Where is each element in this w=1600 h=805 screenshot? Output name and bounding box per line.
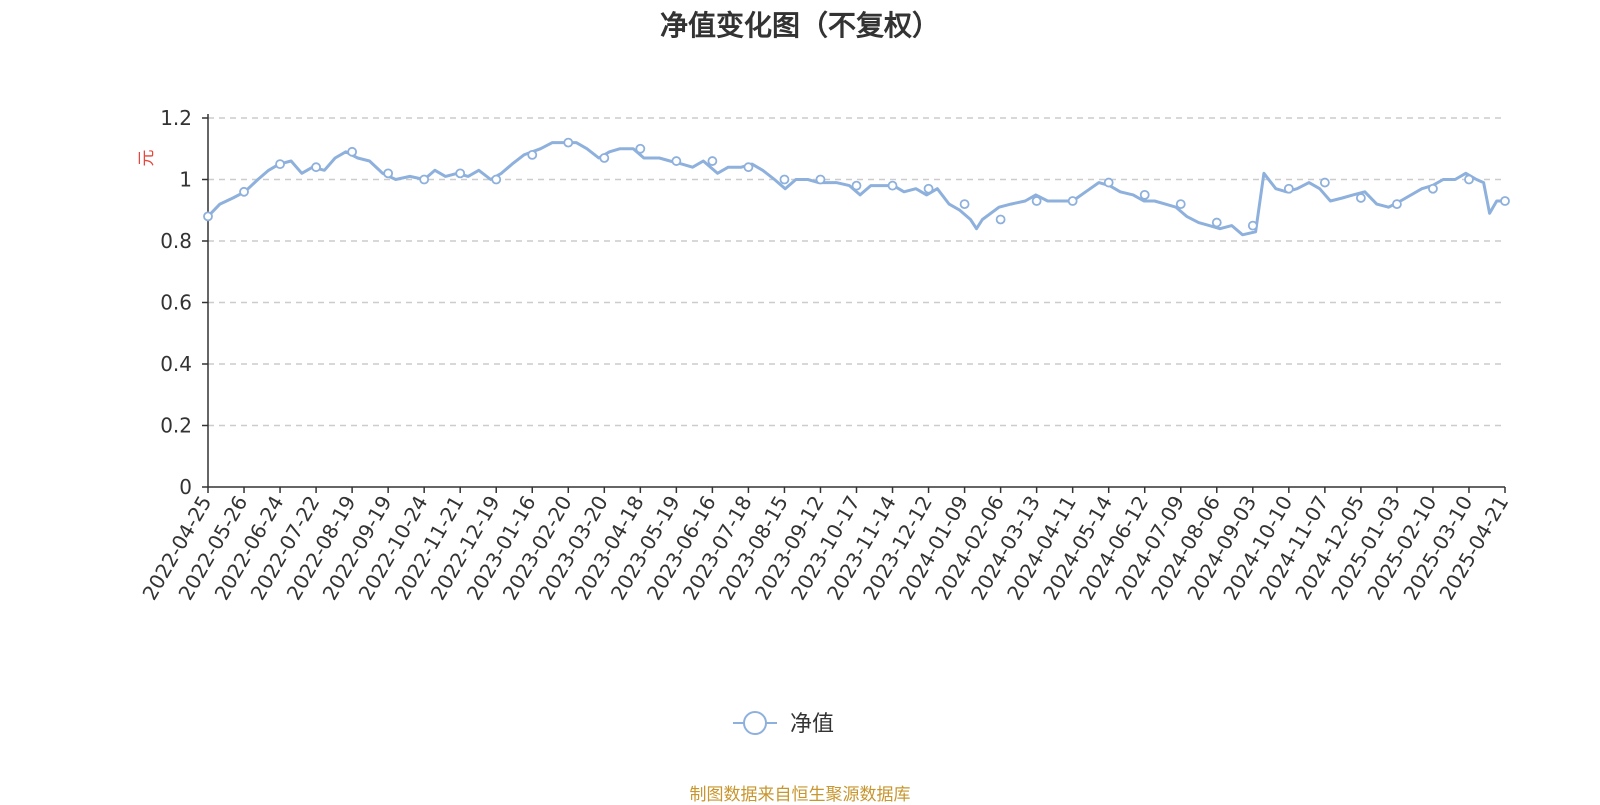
data-point[interactable] [275,159,285,170]
data-point[interactable] [311,162,321,173]
grid-layer [208,117,1505,427]
data-point[interactable] [1500,196,1510,206]
series-line [206,141,1505,237]
axis-layer: 00.20.40.60.811.2元2022-04-252022-05-2620… [137,106,1513,604]
data-point[interactable] [1103,177,1114,188]
y-tick-label: 0.8 [160,229,192,253]
chart-title: 净值变化图（不复权） [659,9,940,42]
y-tick-label: 1.2 [160,106,192,130]
data-point[interactable] [887,180,898,191]
data-point[interactable] [239,186,249,197]
data-point[interactable] [995,214,1006,225]
data-point[interactable] [347,146,358,157]
data-point[interactable] [743,162,754,173]
legend-label: 净值 [790,712,834,737]
data-point[interactable] [563,137,574,148]
y-tick-label: 0.2 [160,414,192,438]
data-point[interactable] [1283,183,1294,194]
data-point[interactable] [1464,174,1474,185]
data-point[interactable] [707,156,718,166]
y-tick-label: 0 [179,475,192,499]
data-point[interactable] [923,183,934,194]
data-point[interactable] [1392,199,1402,210]
data-point[interactable] [1175,199,1186,210]
data-point[interactable] [815,174,826,185]
data-point[interactable] [1031,196,1042,206]
series-layer [203,137,1510,237]
legend-marker-icon [743,711,767,735]
data-point[interactable] [959,199,970,210]
data-point[interactable] [1319,177,1330,188]
y-tick-label: 1 [179,168,192,192]
data-point[interactable] [491,174,502,185]
data-point[interactable] [1211,217,1222,228]
data-point[interactable] [1067,196,1078,206]
y-axis-label: 元 [137,150,157,167]
data-point[interactable] [1428,183,1438,194]
data-point[interactable] [203,211,213,222]
source-note: 制图数据来自恒生聚源数据库 [689,785,911,805]
data-point[interactable] [419,174,430,185]
data-point[interactable] [527,149,538,160]
data-point[interactable] [455,168,466,179]
legend[interactable]: 净值 [733,711,834,737]
data-point[interactable] [671,156,682,166]
data-point[interactable] [1139,189,1150,200]
data-point[interactable] [851,180,862,191]
data-point[interactable] [779,174,790,185]
y-tick-label: 0.6 [160,291,192,315]
y-tick-label: 0.4 [160,352,192,376]
data-point[interactable] [599,153,610,163]
data-point[interactable] [1355,193,1366,203]
data-point[interactable] [635,143,646,154]
data-point[interactable] [383,168,394,179]
data-point[interactable] [1247,220,1258,231]
